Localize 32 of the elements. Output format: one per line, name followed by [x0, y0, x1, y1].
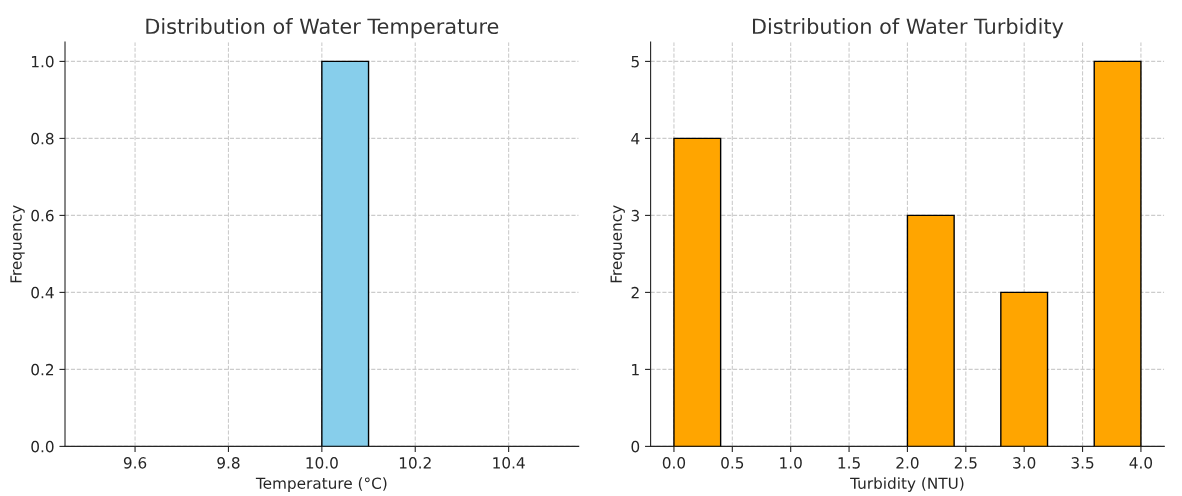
- x-tick-label: 1.5: [838, 457, 860, 469]
- x-tick-label: 3.0: [1013, 457, 1036, 469]
- x-tick-label: 2.5: [954, 457, 977, 469]
- x-axis-title: Temperature (°C): [255, 477, 387, 492]
- y-tick-label: 0.0: [31, 440, 54, 453]
- x-tick-label: 10.2: [399, 457, 431, 469]
- y-axis-title: Frequency: [610, 205, 625, 283]
- x-tick-label: 1.0: [780, 457, 802, 469]
- y-tick-label: 0.6: [31, 209, 54, 222]
- x-tick-label: 10.4: [493, 457, 525, 469]
- chart-title: Distribution of Water Temperature: [146, 18, 499, 39]
- x-tick-label: 0.5: [721, 457, 744, 469]
- y-tick-label: 5: [631, 56, 639, 68]
- y-tick-label: 0.2: [31, 363, 54, 376]
- y-axis-title: Frequency: [10, 205, 25, 283]
- y-tick-label: 4: [631, 133, 640, 145]
- x-tick-label: 9.8: [217, 457, 240, 469]
- x-tick-label: 0.0: [662, 457, 686, 469]
- y-tick-label: 0.8: [31, 132, 54, 145]
- x-tick-label: 4.0: [1129, 457, 1153, 469]
- x-tick-label: 2.0: [896, 457, 919, 469]
- y-tick-label: 0.4: [31, 286, 54, 299]
- x-tick-label: 3.5: [1071, 457, 1094, 469]
- y-tick-label: 1.0: [31, 55, 54, 68]
- x-tick-label: 9.6: [123, 457, 147, 469]
- x-axis-title: Turbidity (NTU): [850, 477, 964, 492]
- x-tick-label: 10.0: [306, 457, 338, 469]
- y-tick-label: 0: [631, 440, 640, 453]
- y-tick-label: 1: [632, 364, 639, 376]
- chart-title: Distribution of Water Turbidity: [753, 18, 1064, 39]
- y-tick-label: 2: [631, 286, 639, 299]
- y-tick-label: 3: [631, 209, 639, 222]
